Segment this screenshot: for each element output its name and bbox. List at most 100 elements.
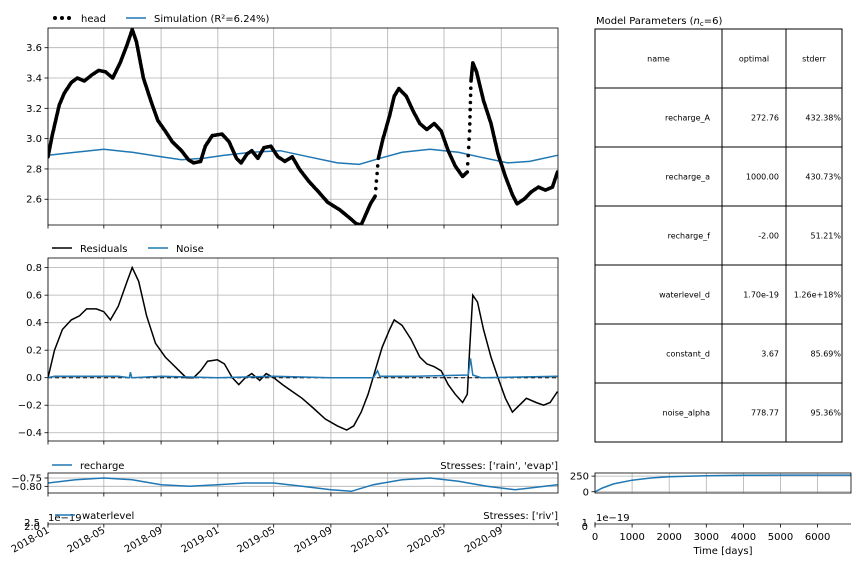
response2-xticks: 0 1000 2000 3000 4000 5000 6000	[592, 524, 830, 543]
residuals-panel-frame	[47, 257, 559, 442]
table-cell: 432.38%	[805, 114, 841, 123]
residuals-panel: −0.4 −0.2 0.0 0.2 0.4 0.6 0.8 Residuals Noise	[18, 244, 559, 445]
residuals-panel-grid	[47, 258, 558, 441]
head-point	[373, 194, 377, 198]
residuals-panel-xticks	[47, 441, 502, 445]
head-point	[374, 186, 378, 191]
y-tick-label: 3.4	[26, 74, 42, 85]
legend-noise-label: Noise	[176, 244, 204, 255]
waterlevel-ytick-label: 2.0	[24, 522, 40, 533]
head-point	[467, 137, 471, 141]
table-cell: 1.26e+18%	[794, 291, 842, 300]
table-cell: 51.21%	[810, 232, 841, 241]
x-tick-label: 2019-01	[180, 525, 222, 555]
waterlevel-stresses-title: Stresses: ['riv']	[483, 511, 558, 522]
table-cell: 272.76	[751, 114, 779, 123]
recharge-panel-xticks	[47, 493, 502, 497]
head-point	[375, 164, 380, 168]
head-panel-frame	[47, 27, 559, 226]
x-tick-label: 2018-09	[123, 525, 165, 555]
response2-ytick-label: 0	[582, 522, 588, 533]
head-point	[468, 115, 472, 119]
head-panel-yticks: 2.6 2.8 3.0 3.2 3.4 3.6	[26, 43, 48, 206]
parameters-table: Model Parameters (nc=6) name optimal stder…	[594, 16, 843, 443]
y-tick-label: 0.0	[26, 373, 42, 384]
head-point	[468, 107, 473, 112]
y-tick-label: 2.8	[26, 164, 42, 175]
y-tick-label: 3.2	[26, 104, 42, 115]
head-panel-legend: head Simulation (R²=6.24%)	[53, 14, 269, 25]
table-cell: constant_d	[666, 350, 710, 359]
table-cell: 85.69%	[810, 350, 841, 359]
head-point	[468, 93, 473, 98]
y-tick-label: 3.6	[26, 43, 42, 54]
residuals-line	[48, 265, 558, 431]
table-cell: recharge_A	[665, 114, 711, 123]
head-point	[468, 100, 473, 105]
waterlevel-ytick-label: 2.5	[24, 518, 40, 529]
x-tick-label: 2020-05	[406, 525, 448, 555]
table-cell: 778.77	[751, 409, 779, 418]
waterlevel-xticks: 2018-01 2018-05 2018-09 2019-01 2019-05 2019-…	[10, 524, 505, 555]
x-tick-label: 2019-09	[293, 525, 335, 555]
x-tick-label: 4000	[731, 532, 756, 543]
table-cell: noise_alpha	[663, 409, 711, 418]
head-panel: 2.6 2.8 3.0 3.2 3.4 3.6 head Simulation (R²=6…	[26, 14, 559, 229]
recharge-panel-yticks: −0.75−0.80	[11, 474, 48, 493]
table-cell: waterlevel_d	[659, 291, 710, 300]
recharge-panel-data	[48, 477, 558, 493]
legend-simulation-label: Simulation (R²=6.24%)	[154, 14, 269, 25]
legend-head-marker	[53, 16, 57, 20]
legend-waterlevel-label: waterlevel	[82, 511, 134, 522]
recharge-panel: −0.75−0.80 recharge Stresses: ['rain', '…	[11, 461, 559, 497]
response-panel-frame	[594, 472, 852, 494]
response2-offset-label: 1e−19	[596, 513, 630, 524]
head-panel-xticks	[47, 225, 502, 229]
table-header: stderr	[802, 55, 826, 64]
x-tick-label: 0	[592, 532, 598, 543]
y-tick-label: 0.4	[26, 318, 42, 329]
table-title: Model Parameters (nc=6)	[596, 16, 722, 28]
response-panel-data	[595, 474, 851, 493]
response-line	[595, 474, 851, 493]
x-tick-label: 1000	[619, 532, 644, 543]
table-header: optimal	[739, 55, 769, 64]
y-tick-label: 2.6	[26, 195, 42, 206]
head-point	[465, 170, 470, 174]
table-cell: 95.36%	[810, 409, 841, 418]
table-header: name	[647, 55, 670, 64]
x-tick-label: 2018-05	[66, 525, 108, 555]
simulation-line	[48, 148, 558, 166]
head-point	[469, 86, 473, 90]
residuals-panel-yticks: −0.4 −0.2 0.0 0.2 0.4 0.6 0.8	[18, 263, 48, 439]
legend-head-marker	[60, 16, 64, 20]
response2-xlabel: Time [days]	[692, 546, 752, 557]
legend-recharge-label: recharge	[80, 461, 124, 472]
y-tick-label: 250	[570, 472, 589, 483]
noise-line	[48, 358, 558, 379]
x-tick-label: 2020-01	[349, 525, 391, 555]
head-point	[467, 129, 472, 133]
residuals-panel-legend: Residuals Noise	[52, 244, 204, 255]
table-frame	[594, 28, 843, 443]
x-tick-label: 5000	[768, 532, 793, 543]
recharge-stresses-title: Stresses: ['rain', 'evap']	[440, 461, 558, 472]
head-point	[466, 153, 471, 158]
head-point	[465, 162, 470, 166]
response2-ytick-label: 1	[582, 518, 588, 529]
x-tick-label: 2019-05	[235, 525, 277, 555]
head-panel-data	[48, 28, 558, 225]
y-tick-label: −0.75	[11, 474, 42, 485]
y-tick-label: 0.8	[26, 263, 42, 274]
legend-residuals-label: Residuals	[80, 244, 127, 255]
head-point	[466, 145, 471, 150]
table-cell: -2.00	[758, 232, 779, 241]
y-tick-label: −0.80	[11, 482, 42, 493]
x-tick-label: 2000	[656, 532, 681, 543]
waterlevel-offset-label: 1e−19	[48, 513, 82, 524]
y-tick-label: 3.0	[26, 134, 42, 145]
head-point	[375, 171, 379, 176]
